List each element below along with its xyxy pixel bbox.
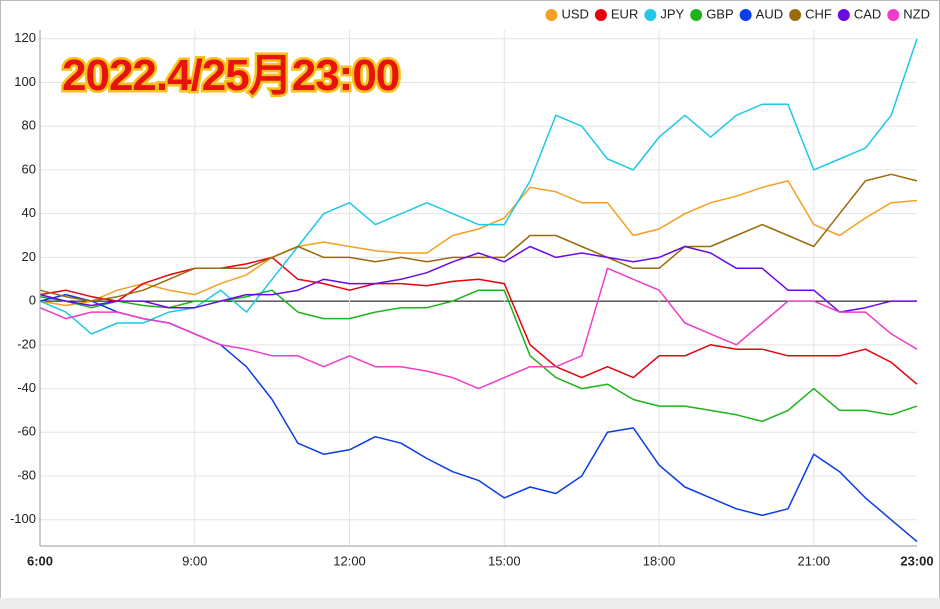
series-line <box>39 173 918 302</box>
legend-item: EUR <box>594 6 638 21</box>
legend-marker <box>887 9 900 21</box>
x-tick-label: 21:00 <box>798 553 831 568</box>
legend-label: JPY <box>660 6 684 21</box>
y-tick-label: 80 <box>22 118 36 133</box>
y-tick-label: -40 <box>17 380 36 395</box>
legend-item: AUD <box>739 6 783 21</box>
legend-label: EUR <box>611 6 638 21</box>
y-tick-label: -80 <box>17 467 36 482</box>
legend-label: AUD <box>756 6 783 21</box>
legend-marker <box>739 9 752 21</box>
legend-marker <box>837 9 850 21</box>
legend: USD EUR JPY GBP AUD CHF CAD NZD <box>545 6 930 21</box>
legend-label: USD <box>561 6 588 21</box>
legend-label: CAD <box>854 6 881 21</box>
legend-marker <box>545 9 558 21</box>
series-line <box>39 180 918 307</box>
y-tick-label: 20 <box>22 249 36 264</box>
legend-item: USD <box>545 6 589 21</box>
y-tick-label: 100 <box>14 74 36 89</box>
series-line <box>39 289 918 423</box>
series-line <box>39 267 918 390</box>
grid <box>40 30 917 546</box>
legend-marker <box>690 9 703 21</box>
x-tick-label: 9:00 <box>182 553 207 568</box>
x-tick-label: 23:00 <box>900 553 933 568</box>
series-line <box>39 38 918 335</box>
legend-marker <box>644 9 657 21</box>
legend-label: CHF <box>805 6 832 21</box>
legend-marker <box>594 9 607 21</box>
y-tick-label: -100 <box>10 511 36 526</box>
y-tick-label: -60 <box>17 424 36 439</box>
y-tick-label: 60 <box>22 161 36 176</box>
legend-item: CHF <box>789 6 832 21</box>
y-tick-label: 120 <box>14 30 36 45</box>
legend-label: GBP <box>706 6 733 21</box>
y-tick-label: -20 <box>17 336 36 351</box>
lines <box>39 38 918 543</box>
legend-item: CAD <box>837 6 881 21</box>
series-line <box>39 245 917 313</box>
legend-item: JPY <box>644 6 685 21</box>
legend-label: NZD <box>903 6 930 21</box>
x-tick-label: 12:00 <box>333 553 366 568</box>
y-tick-label: 40 <box>22 205 36 220</box>
series-line <box>39 256 918 385</box>
legend-item: GBP <box>690 6 734 21</box>
legend-marker <box>789 9 802 21</box>
bottom-strip <box>0 598 940 609</box>
x-tick-label: 18:00 <box>643 553 676 568</box>
y-tick-label: 0 <box>29 293 36 308</box>
chart-title: 2022.4/25月23:00 <box>62 51 399 100</box>
x-tick-label: 6:00 <box>27 553 53 568</box>
x-tick-label: 15:00 <box>488 553 521 568</box>
legend-item: NZD <box>887 6 930 21</box>
axes: -100 -80 -60 -40 -20 0 20 40 60 80 100 120 6:00 9:00 1… <box>10 30 934 568</box>
